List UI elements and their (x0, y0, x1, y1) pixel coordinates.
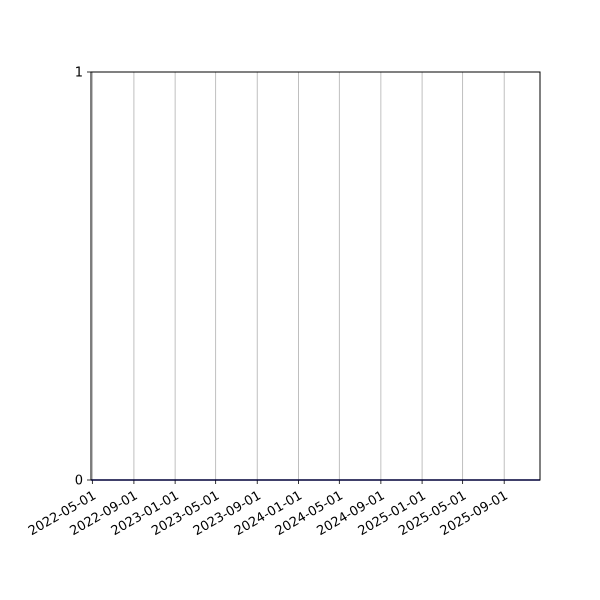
y-tick-label: 1 (75, 66, 83, 81)
axes-frame (90, 71, 541, 481)
y-tick-label: 0 (75, 474, 83, 489)
